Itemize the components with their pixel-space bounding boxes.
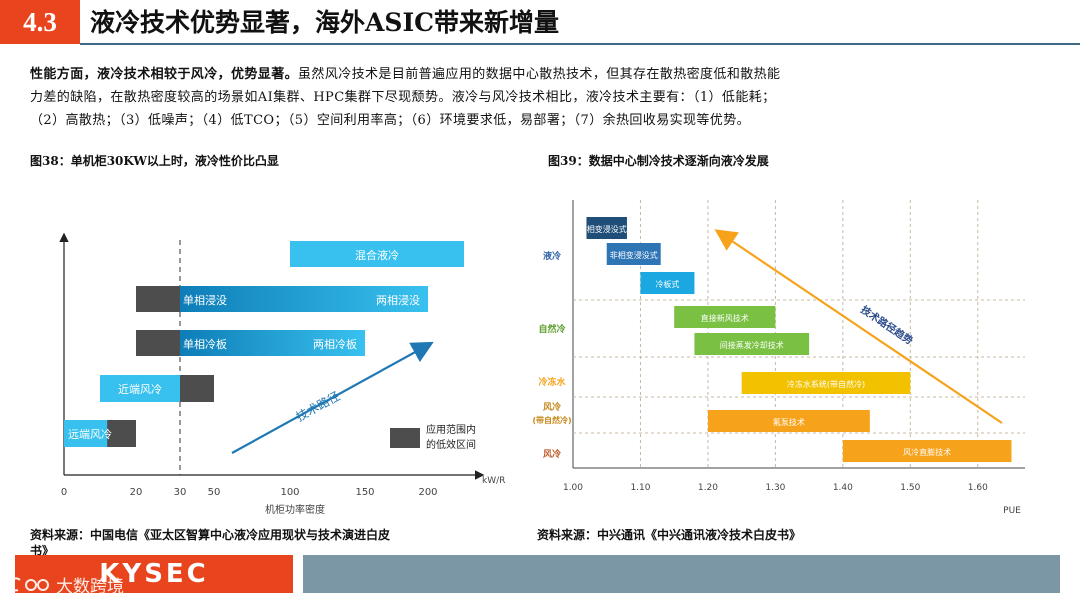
fig39-bar-chilled-water [741,372,911,394]
fig39-x-tick: 1.40 [833,483,853,493]
header-divider [80,43,1080,45]
fig38-low-efficiency-near-air [180,375,214,402]
fig39-label-phase-immersion: 相变浸没式 [587,224,627,234]
fig39-x-tick: 1.10 [630,483,650,493]
fig39-bar-fluorine-pump [707,410,870,432]
fig39-label-direct-fresh-air: 直接新风技术 [701,313,749,323]
fig38-low-efficiency-cold-plate [136,330,180,356]
fig38-x-tick: 30 [174,487,187,498]
fig39-x-tick: 1.50 [900,483,920,493]
fig38-x-unit: kW/R [482,476,505,486]
fig38-legend-line-1: 应用范围内 [426,423,476,436]
watermark-logo-icon [10,576,49,591]
watermark: 大数跨境 [10,572,124,597]
intro-paragraph: 性能方面，液冷技术相较于风冷，优势显著。虽然风冷技术是目前普遍应用的数据中心散热… [30,63,1060,132]
fig38-label-two-phase-immersion: 两相浸没 [376,294,420,307]
fig38-label-two-phase-cold-plate: 两相冷板 [313,337,357,351]
fig38-tech-path-label: 技术路径 [293,388,342,424]
fig38-legend-swatch [390,428,420,448]
fig39-label-fluorine-pump: 氟泵技术 [773,417,805,427]
fig38-x-tick: 100 [280,487,299,498]
fig39-x-tick: 1.20 [698,483,718,493]
fig38-tech-path-arrow [231,341,434,454]
fig39-bar-direct-fresh-air [674,306,776,328]
fig39-cat-air-natural-1: 风冷 [543,401,561,413]
figure39-caption: 图39：数据中心制冷技术逐渐向液冷发展 [548,154,769,168]
fig38-x-tick: 20 [130,487,143,498]
fig39-x-tick: 1.30 [765,483,785,493]
figure38-source: 资料来源：中国电信《亚太区智算中心液冷应用现状与技术演进白皮 书》 [30,527,500,559]
intro-line-1: 性能方面，液冷技术相较于风冷，优势显著。虽然风冷技术是目前普遍应用的数据中心散热… [30,63,1060,86]
fig38-x-tick: 0 [61,487,67,498]
fig38-bar-immersion [180,286,428,312]
fig38-x-tick: 50 [208,487,221,498]
page-title: 液冷技术优势显著，海外ASIC带来新增量 [90,8,560,37]
fig38-label-near-air: 近端风冷 [118,383,162,396]
fig39-x-tick: 1.60 [968,483,988,493]
section-number: 4.3 [0,0,80,44]
fig39-bar-air-dx [842,440,1012,462]
fig38-legend-line-2: 的低效区间 [426,438,476,451]
fig39-bar-phase-immersion [586,217,627,239]
intro-line-2: 力差的缺陷，在散热密度较高的场景如AI集群、HPC集群下尽现颓势。液冷与风冷技术… [30,90,776,105]
fig39-bar-cold-plate [640,272,695,294]
fig38-x-tick: 200 [418,487,437,498]
figure39-source: 资料来源：中兴通讯《中兴通讯液冷技术白皮书》 [537,528,802,542]
figure38-source-line-1: 资料来源：中国电信《亚太区智算中心液冷应用现状与技术演进白皮 [30,528,391,542]
figure39-chart: 液冷 自然冷 冷冻水 风冷 (带自然冷) 风冷 相变浸没式 非相变浸没式 冷板式… [532,200,1025,516]
fig38-label-hybrid-liquid: 混合液冷 [355,248,399,262]
intro-line-3: （2）高散热；（3）低噪声；（4）低TCO；（5）空间利用率高；（6）环境要求低… [30,113,751,128]
figure38-chart: 混合液冷 单相浸没 两相浸没 单相冷板 两相冷板 近端风冷 远端风冷 技术路径 … [59,232,505,516]
fig39-cat-natural: 自然冷 [538,323,565,335]
fig38-x-axis-title: 机柜功率密度 [265,503,325,516]
fig39-x-axis-title: PUE [1003,506,1021,516]
fig39-cat-chilled-water: 冷冻水 [538,376,566,388]
figure38-source-line-2: 书》 [30,544,55,558]
watermark-text: 大数跨境 [56,577,124,597]
fig38-x-tick: 150 [355,487,374,498]
fig39-trend-label: 技术路径趋势 [858,303,915,347]
figure38-caption: 图38：单机柜30KW以上时，液冷性价比凸显 [30,154,279,168]
fig38-low-efficiency-immersion [136,286,180,312]
kysec-logo: KYSEC [15,555,293,593]
fig39-label-indirect-evap: 间接蒸发冷却技术 [720,340,784,350]
fig39-bar-nonphase-immersion [606,243,661,265]
fig38-label-single-immersion: 单相浸没 [183,294,227,307]
fig39-label-air-dx: 风冷直膨技术 [903,447,951,457]
fig38-label-single-cold-plate: 单相冷板 [183,337,227,351]
intro-bold-lead: 性能方面，液冷技术相较于风冷，优势显著。 [30,67,299,82]
footer-bar [303,555,1060,593]
fig39-cat-liquid: 液冷 [543,250,561,262]
fig38-label-far-air: 远端风冷 [68,428,112,441]
fig39-x-ticks: 1.00 1.10 1.20 1.30 1.40 1.50 1.60 [563,483,988,493]
fig38-bar-cold-plate [180,330,365,356]
fig38-low-efficiency-far-air [107,420,136,447]
fig39-cat-air-natural-2: (带自然冷) [532,415,571,425]
fig38-x-ticks: 0 20 30 50 100 150 200 [61,487,438,498]
fig39-x-tick: 1.00 [563,483,583,493]
fig39-label-nonphase-immersion: 非相变浸没式 [610,250,658,260]
fig39-label-cold-plate: 冷板式 [655,279,679,289]
fig38-bar-hybrid-liquid [290,241,465,267]
intro-line-1-rest: 虽然风冷技术是目前普遍应用的数据中心散热技术，但其存在散热密度低和散热能 [298,67,781,82]
fig39-trend-arrow [714,229,1003,424]
fig39-cat-air: 风冷 [543,448,561,460]
fig39-bar-indirect-evap [694,333,810,355]
fig39-label-chilled-water: 冷冻水系统(带自然冷) [787,379,865,389]
